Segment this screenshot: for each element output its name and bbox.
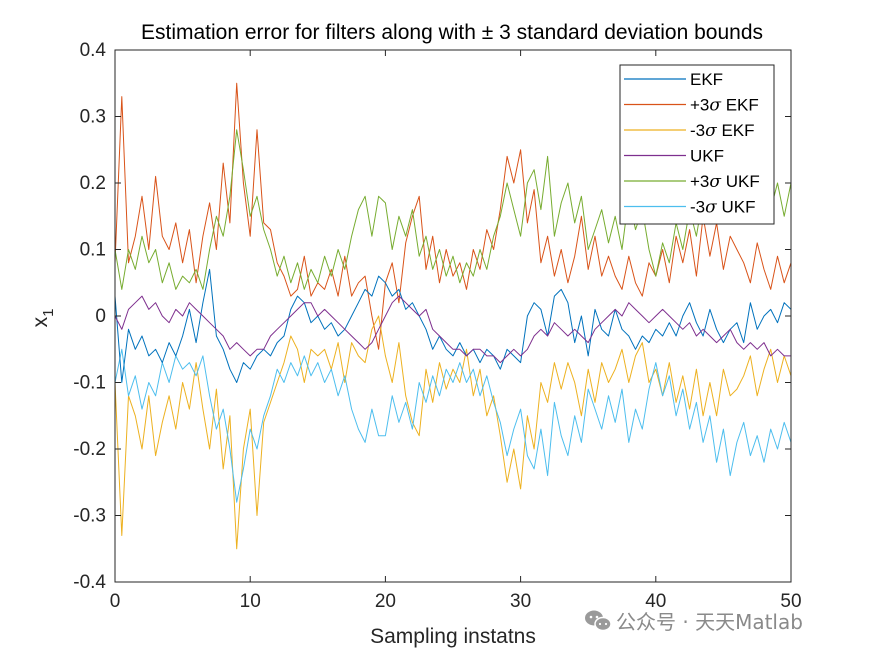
x-tick-label: 30 [510,591,531,612]
y-tick-label: 0.2 [80,173,106,194]
x-tick-label: 10 [240,591,261,612]
chart-title: Estimation error for filters along with … [141,21,763,44]
y-axis-label-group: x1 [29,309,57,328]
y-axis-label-main: x [29,316,52,327]
y-axis-label: x1 [29,309,57,328]
x-tick-label: 50 [780,591,801,612]
y-tick-label: -0.1 [73,373,106,394]
series-line-ukf [114,295,791,364]
legend-label: EKF [690,70,723,89]
y-tick-label: 0.1 [80,240,106,261]
y-tick-label: -0.2 [73,439,106,460]
series-line-3-ukf [114,129,792,290]
x-tick-label: 20 [375,591,396,612]
x-axis: 0 10 20 30 40 50 [110,50,802,612]
x-tick-label: 0 [110,591,121,612]
legend-label: UKF [690,147,724,166]
legend-box [619,64,775,225]
legend: EKF +3σ EKF -3σ EKF UKF +3σ UKF -3σ UKF [619,64,775,225]
x-axis-label: Sampling instatns [370,625,536,648]
legend-label: -3σ EKF [690,121,755,141]
watermark: 公众号 · 天天Matlab [585,610,803,634]
series-line-3-ekf [114,82,792,350]
wechat-icon [585,610,612,632]
y-tick-label: 0.3 [80,107,106,128]
legend-label: -3σ UKF [690,198,755,218]
series-line-ekf [114,268,792,383]
x-tick-label: 40 [645,591,666,612]
y-tick-label: 0.4 [80,40,107,61]
legend-label: +3σ EKF [690,96,759,116]
series-layer [114,82,792,550]
y-axis: -0.4 -0.3 -0.2 -0.1 0 0.1 0.2 0.3 0.4 [73,40,791,593]
y-tick-label: -0.4 [73,572,106,593]
series-line-3-ukf [114,348,792,503]
y-tick-label: -0.3 [73,506,106,527]
y-tick-label: 0 [95,306,106,327]
watermark-text: 公众号 · 天天Matlab [616,610,803,634]
legend-label: +3σ UKF [690,172,760,192]
y-axis-label-subscript: 1 [40,309,57,317]
